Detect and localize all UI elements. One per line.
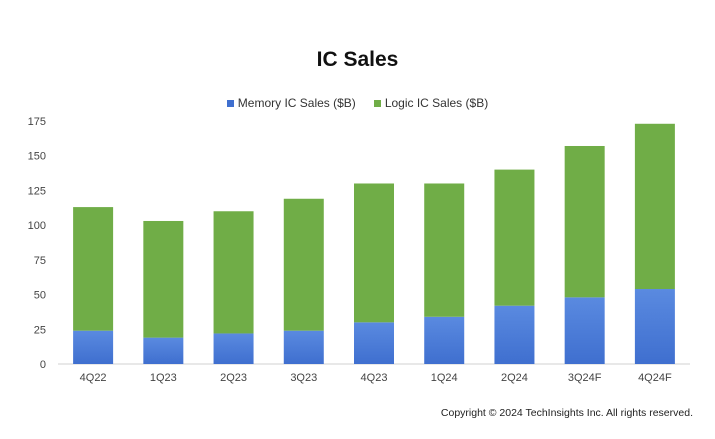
bar-logic [424,183,465,317]
y-tick-label: 0 [40,359,46,371]
legend-label-memory: Memory IC Sales ($B) [237,96,356,110]
bar-logic [354,183,394,323]
y-tick-label: 175 [28,116,46,128]
bar-memory [564,297,605,364]
legend-swatch-logic [373,99,381,107]
y-tick-label: 25 [34,324,46,336]
bar-memory [283,330,324,364]
bar-logic [634,123,675,290]
x-tick-label: 4Q23 [361,372,388,384]
x-tick-label: 4Q24F [638,372,672,384]
x-tick-label: 3Q23 [290,372,317,384]
bar-logic [564,145,605,298]
bar-logic [73,207,114,331]
legend: Memory IC Sales ($B) Logic IC Sales ($B) [0,96,715,110]
x-tick-label: 3Q24F [568,372,602,384]
bar-logic [143,220,184,338]
bar-logic [283,198,324,331]
legend-item-logic: Logic IC Sales ($B) [373,96,489,110]
bar-memory [354,322,394,364]
chart-title: IC Sales [316,48,399,71]
bar-memory [634,289,675,364]
y-tick-label: 100 [28,220,46,232]
bar-logic [494,169,535,306]
legend-swatch-memory [226,99,234,107]
x-tick-label: 1Q24 [431,372,458,384]
bar-memory [213,333,254,364]
bar-memory [143,337,184,364]
x-tick-label: 1Q23 [150,372,177,384]
legend-label-logic: Logic IC Sales ($B) [384,96,489,110]
bar-memory [424,316,465,364]
copyright-notice: Copyright © 2024 TechInsights Inc. All r… [440,407,693,419]
y-tick-label: 75 [34,255,46,267]
y-tick-label: 150 [28,151,46,163]
legend-item-memory: Memory IC Sales ($B) [226,96,356,110]
bar-logic [213,211,254,334]
x-tick-label: 2Q24 [501,372,528,384]
y-tick-label: 50 [34,290,46,302]
bar-memory [494,305,535,364]
x-tick-label: 2Q23 [220,372,247,384]
y-tick-label: 125 [28,185,46,197]
bar-memory [73,330,114,364]
x-tick-label: 4Q22 [80,372,107,384]
